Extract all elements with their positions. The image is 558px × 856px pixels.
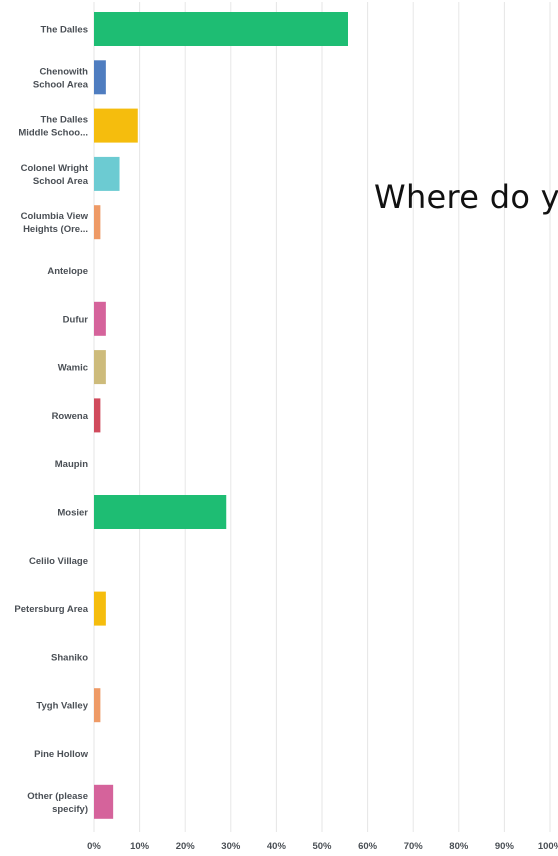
category-label: Celilo Village (29, 556, 88, 567)
overlay-title: Where do y (374, 178, 558, 216)
category-label: Dufur (63, 314, 89, 325)
category-label: The Dalles (40, 25, 88, 36)
bar (94, 495, 227, 529)
x-tick-label: 30% (221, 841, 241, 852)
bar (94, 156, 120, 191)
category-label: Mosier (57, 508, 88, 519)
bar (94, 301, 106, 336)
category-label: Pine Hollow (34, 749, 88, 760)
category-label: Other (please specify) (27, 791, 88, 815)
category-label: Petersburg Area (14, 604, 88, 615)
category-label: Wamic (58, 363, 88, 374)
x-tick-label: 80% (449, 841, 469, 852)
x-tick-label: 0% (87, 841, 101, 852)
bar (94, 205, 101, 240)
category-label: Chenowith School Area (33, 66, 89, 90)
category-label: Maupin (55, 459, 88, 470)
bar (94, 60, 106, 95)
x-tick-label: 40% (267, 841, 287, 852)
x-tick-label: 20% (176, 841, 196, 852)
category-label: Columbia View Heights (Ore... (21, 211, 89, 235)
bar (94, 108, 138, 143)
x-tick-label: 60% (358, 841, 378, 852)
category-label: Antelope (47, 266, 88, 277)
x-tick-label: 10% (130, 841, 150, 852)
bar (94, 688, 101, 723)
category-label: Rowena (52, 411, 89, 422)
bar (94, 12, 348, 46)
bar (94, 591, 106, 626)
bar (94, 784, 114, 819)
category-label: Tygh Valley (36, 701, 88, 712)
bar (94, 398, 101, 433)
category-label: Colonel Wright School Area (21, 163, 89, 187)
x-tick-label: 100% (538, 841, 558, 852)
x-tick-label: 50% (312, 841, 332, 852)
x-tick-label: 70% (404, 841, 424, 852)
category-label: Shaniko (51, 652, 88, 663)
x-tick-label: 90% (495, 841, 515, 852)
bar (94, 350, 106, 385)
category-label: The Dalles Middle Schoo... (18, 115, 88, 139)
